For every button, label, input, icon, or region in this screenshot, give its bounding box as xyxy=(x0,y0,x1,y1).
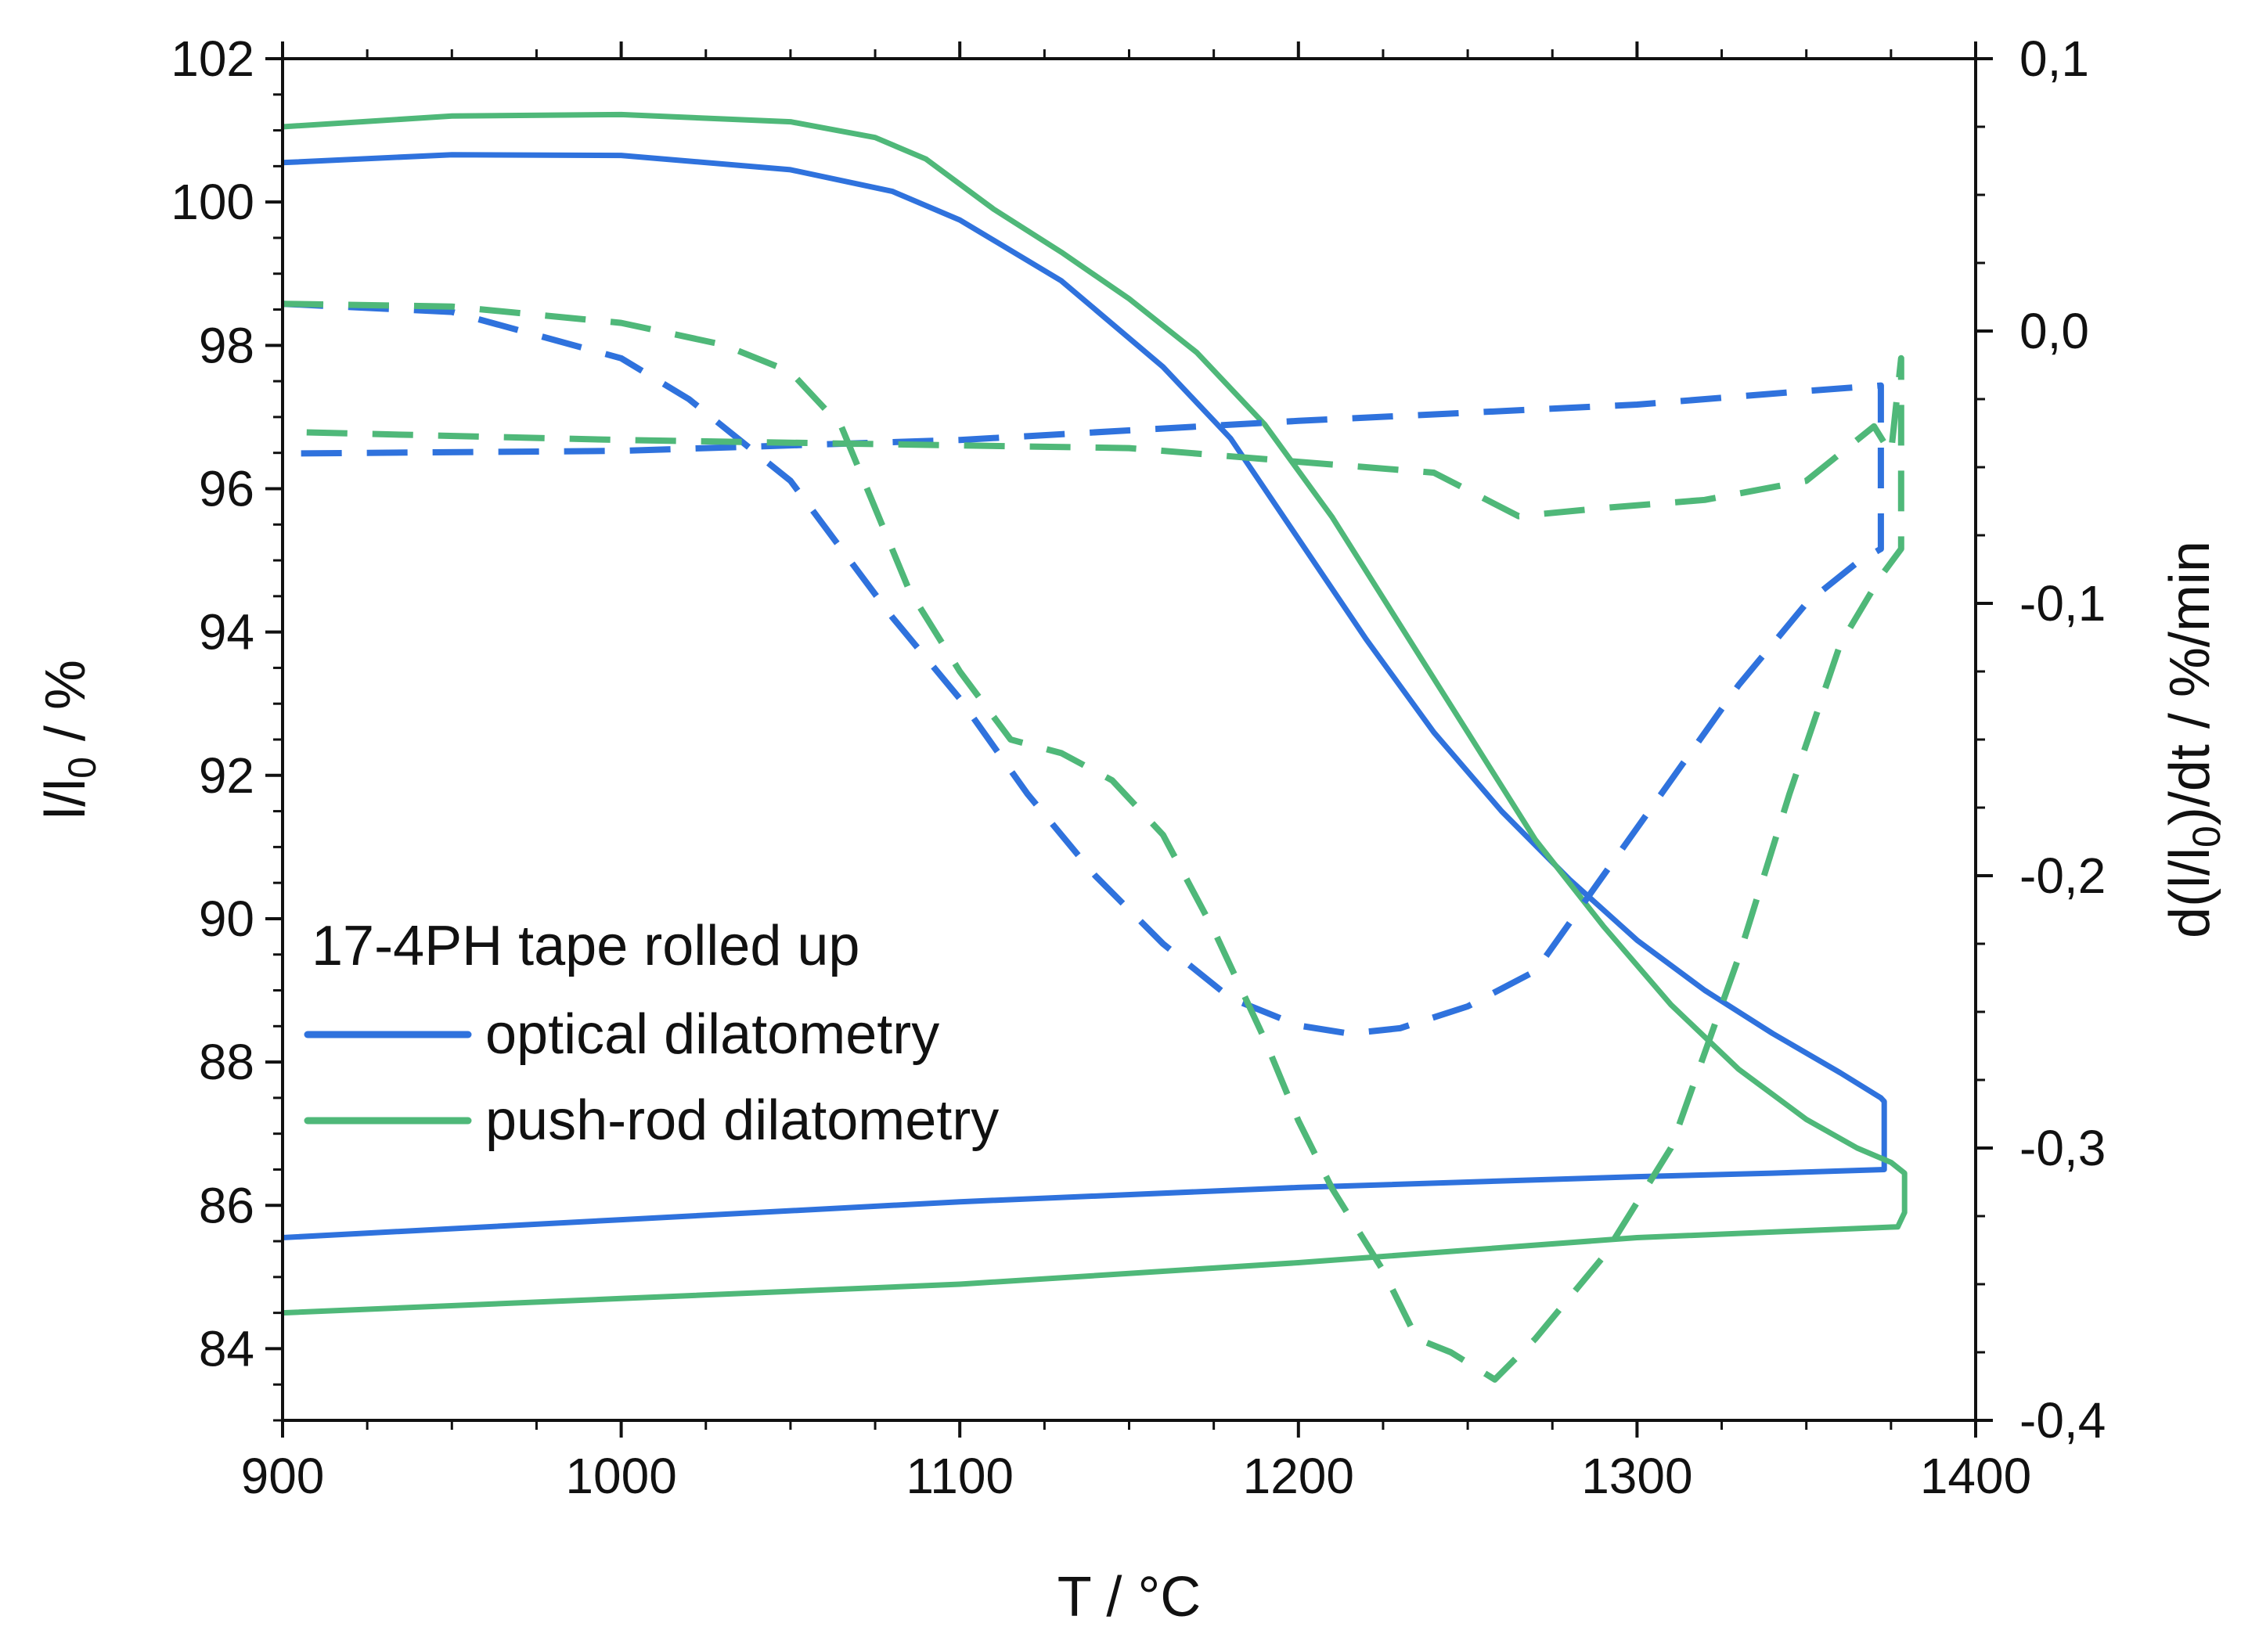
x-tick-label: 1100 xyxy=(906,1448,1014,1504)
y-axis-title-sub: 0 xyxy=(60,757,104,779)
y-tick-label: 98 xyxy=(199,317,254,373)
series-line-1 xyxy=(282,111,1908,1316)
y2-axis-title-post: )/dt / %/min xyxy=(2159,541,2221,826)
y2-tick-label: -0,1 xyxy=(2019,575,2106,632)
labels-layer: 900 1000 1100 1200 1300 1400 84 86 88 90 92 94 96 98 1… xyxy=(171,31,2106,1504)
y-tick-label: 86 xyxy=(199,1177,254,1233)
x-axis-title: T / °C xyxy=(1057,1566,1201,1629)
y-tick-label: 100 xyxy=(171,174,254,230)
y2-tick-label: -0,3 xyxy=(2019,1120,2106,1176)
x-tick-label: 900 xyxy=(241,1448,325,1504)
y2-axis-title-pre: d(l/l xyxy=(2159,848,2221,938)
y-tick-label: 90 xyxy=(199,891,254,947)
y2-tick-label: 0,0 xyxy=(2019,303,2089,359)
y-tick-label: 96 xyxy=(199,460,254,516)
legend-label-push-rod: push-rod dilatometry xyxy=(485,1089,999,1152)
y-axis-title: l/l0 / % xyxy=(34,660,104,819)
y-tick-label: 92 xyxy=(199,747,254,804)
x-tick-label: 1300 xyxy=(1581,1448,1692,1504)
y2-axis-title-sub: 0 xyxy=(2185,826,2228,848)
series-line-2 xyxy=(282,301,1884,1037)
x-tick-label: 1200 xyxy=(1243,1448,1354,1504)
y2-tick-label: -0,2 xyxy=(2019,848,2106,904)
y2-tick-label: 0,1 xyxy=(2019,31,2089,87)
series-line-0 xyxy=(282,152,1887,1240)
y-tick-label: 94 xyxy=(199,604,254,660)
x-tick-label: 1400 xyxy=(1920,1448,2031,1504)
legend-label-optical: optical dilatometry xyxy=(485,1003,939,1066)
y-tick-label: 84 xyxy=(199,1320,254,1377)
legend-title: 17-4PH tape rolled up xyxy=(312,915,859,977)
series-layer xyxy=(282,111,1908,1383)
y2-axis-title: d(l/l0)/dt / %/min xyxy=(2159,541,2228,938)
y-axis-title-tail: / % xyxy=(34,660,97,757)
ticks-layer xyxy=(265,41,1993,1438)
x-tick-label: 1000 xyxy=(565,1448,676,1504)
y-tick-label: 88 xyxy=(199,1034,254,1090)
legend: 17-4PH tape rolled up optical dilatometr… xyxy=(304,915,999,1152)
series-line-3 xyxy=(282,301,1904,1383)
y-axis-title-main: l/l xyxy=(34,779,97,819)
y2-tick-label: -0,4 xyxy=(2019,1392,2106,1449)
plot-frame xyxy=(281,57,1977,1422)
y-tick-label: 102 xyxy=(171,31,254,87)
